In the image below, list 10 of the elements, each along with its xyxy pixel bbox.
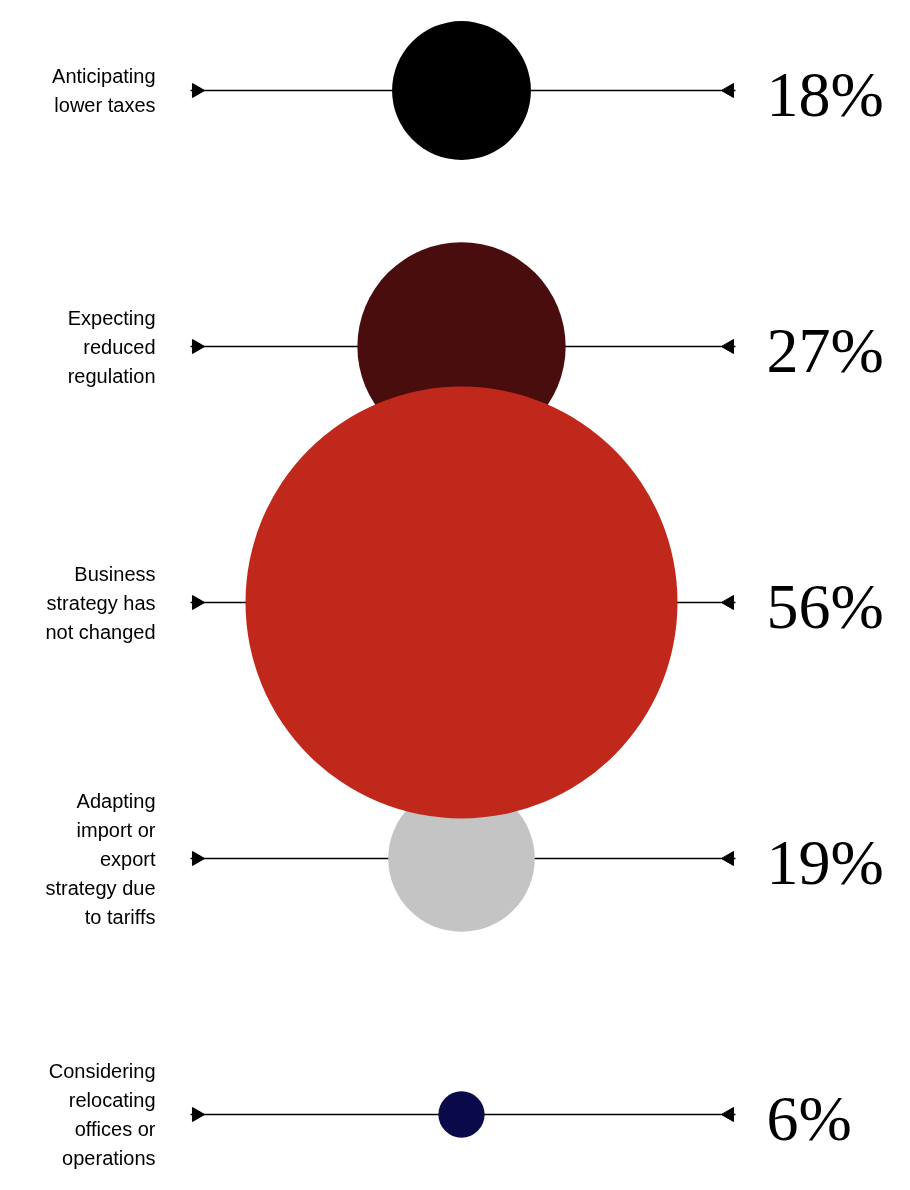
data-label: 19% — [766, 827, 884, 898]
data-label: 18% — [766, 59, 884, 130]
category-label: Anticipating lower taxes — [52, 65, 156, 116]
category-label: Adapting import or export strategy due to tariffs — [45, 789, 156, 928]
data-label: 56% — [766, 571, 884, 642]
data-label: 6% — [766, 1083, 852, 1154]
data-label: 27% — [766, 315, 884, 386]
category-label: Expecting reduced regulation — [67, 306, 156, 387]
category-label: Business strategy has not changed — [45, 562, 156, 643]
category-label: Considering relocating offices or operations — [48, 1060, 156, 1169]
